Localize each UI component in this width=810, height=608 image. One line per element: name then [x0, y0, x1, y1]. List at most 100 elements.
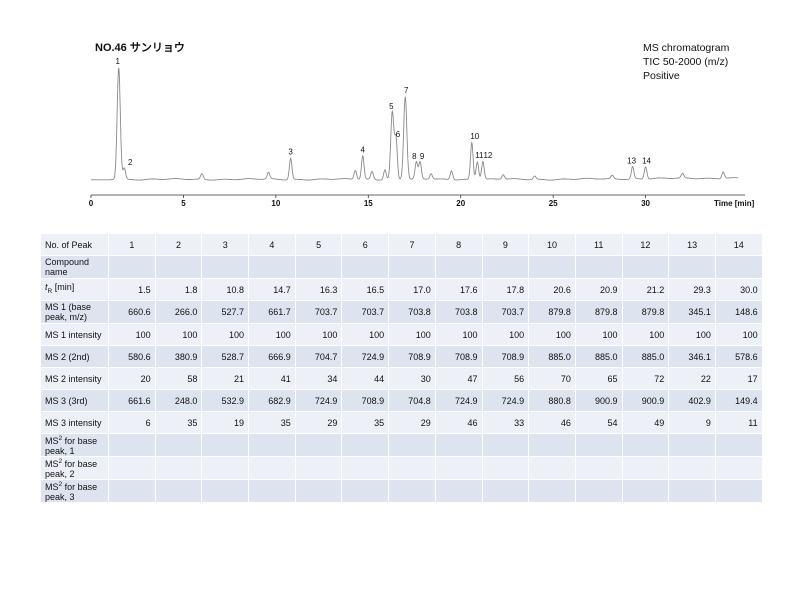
table-cell: 708.9: [434, 345, 483, 368]
x-tick-label-15: 15: [364, 199, 373, 208]
peak-label-2: 2: [128, 158, 133, 167]
table-cell: 879.8: [621, 300, 670, 324]
table-cell: 100: [248, 323, 296, 346]
table-cell: [481, 433, 530, 457]
table-cell: [574, 255, 623, 279]
table-cell: 703.7: [341, 300, 390, 324]
row-label: tR [min]: [40, 278, 109, 301]
table-cell: 100: [201, 323, 250, 346]
table-row: MS2 for base peak, 1: [40, 433, 763, 457]
chart-title: NO.46 サンリョウ: [95, 42, 185, 54]
table-cell: 248.0: [154, 389, 203, 412]
table-cell: [294, 456, 343, 480]
table-cell: 21: [201, 367, 250, 390]
table-cell: [341, 456, 390, 480]
table-cell: 660.6: [108, 300, 156, 324]
table-cell: 885.0: [528, 345, 576, 368]
table-cell: [294, 255, 343, 279]
row-label: Compound name: [40, 255, 109, 279]
table-cell: 100: [528, 323, 576, 346]
table-cell: 44: [341, 367, 390, 390]
table-cell: 22: [668, 367, 716, 390]
table-cell: 661.6: [108, 389, 156, 412]
table-cell: [621, 456, 670, 480]
table-cell: [668, 433, 716, 457]
table-cell: [201, 255, 250, 279]
row-label: MS2 for base peak, 3: [40, 479, 109, 503]
table-cell: [574, 479, 623, 503]
table-cell: 35: [154, 411, 203, 434]
peak-number-cell: 8: [434, 233, 483, 256]
table-row: MS 1 intensity 100 100 100 100 100 100 100 100 10…: [40, 323, 763, 346]
table-cell: 17.8: [481, 278, 530, 301]
table-row: MS2 for base peak, 2: [40, 456, 763, 480]
table-cell: [528, 255, 576, 279]
table-cell: 46: [528, 411, 576, 434]
table-cell: 56: [481, 367, 530, 390]
table-cell: 402.9: [668, 389, 716, 412]
row-label: MS 1 (base peak, m/z): [40, 300, 109, 324]
x-tick-label-0: 0: [89, 199, 94, 208]
table-cell: [574, 456, 623, 480]
peak-number-cell: 3: [201, 233, 250, 256]
table-cell: 100: [294, 323, 343, 346]
table-cell: 708.9: [388, 345, 436, 368]
table-cell: [621, 479, 670, 503]
table-cell: 20.6: [528, 278, 576, 301]
table-cell: 900.9: [574, 389, 623, 412]
table-cell: 6: [108, 411, 156, 434]
table-cell: 10.8: [201, 278, 250, 301]
table-cell: 580.6: [108, 345, 156, 368]
table-cell: 35: [248, 411, 296, 434]
peak-table: No. of Peak 1 2 3 4 5 6 7 8 9 10 11 12 13 14 Compound n…: [40, 233, 763, 503]
table-cell: 16.5: [341, 278, 390, 301]
ms-info-line-1: MS chromatogram: [643, 42, 730, 54]
table-cell: [714, 255, 763, 279]
table-cell: 47: [434, 367, 483, 390]
table-cell: 527.7: [201, 300, 250, 324]
table-cell: 100: [434, 323, 483, 346]
table-cell: [714, 479, 763, 503]
row-label: MS 3 intensity: [40, 411, 109, 434]
table-cell: [108, 255, 156, 279]
table-cell: [248, 456, 296, 480]
table-cell: [248, 255, 296, 279]
table-cell: [668, 456, 716, 480]
table-row: Compound name: [40, 255, 763, 279]
peak-number-cell: 11: [574, 233, 623, 256]
table-cell: 880.8: [528, 389, 576, 412]
table-cell: 30.0: [714, 278, 763, 301]
table-cell: [154, 456, 203, 480]
table-cell: 20: [108, 367, 156, 390]
table-cell: 100: [481, 323, 530, 346]
table-cell: [434, 479, 483, 503]
ms-info: MS chromatogram TIC 50-2000 (m/z) Positi…: [643, 41, 729, 83]
table-cell: 54: [574, 411, 623, 434]
table-cell: 708.9: [341, 389, 390, 412]
peak-label-8: 8: [412, 152, 417, 161]
table-cell: 100: [714, 323, 763, 346]
peak-header-label: No. of Peak: [40, 233, 109, 256]
table-cell: [528, 433, 576, 457]
table-cell: [341, 479, 390, 503]
table-cell: 345.1: [668, 300, 716, 324]
peak-number-cell: 12: [621, 233, 670, 256]
table-row: MS 3 (3rd) 661.6 248.0 532.9 682.9 724.9 708.9…: [40, 389, 763, 412]
table-cell: 46: [434, 411, 483, 434]
table-cell: 34: [294, 367, 343, 390]
table-cell: 724.9: [481, 389, 530, 412]
table-cell: [154, 479, 203, 503]
table-cell: 17.0: [388, 278, 436, 301]
table-cell: 33: [481, 411, 530, 434]
table-cell: 682.9: [248, 389, 296, 412]
table-cell: [154, 433, 203, 457]
table-cell: [621, 433, 670, 457]
table-cell: 661.7: [248, 300, 296, 324]
table-cell: [201, 433, 250, 457]
table-cell: 16.3: [294, 278, 343, 301]
table-cell: 578.6: [714, 345, 763, 368]
table-cell: 14.7: [248, 278, 296, 301]
x-tick-label-25: 25: [549, 199, 558, 208]
peak-label-11: 11: [475, 151, 484, 160]
table-cell: 708.9: [481, 345, 530, 368]
